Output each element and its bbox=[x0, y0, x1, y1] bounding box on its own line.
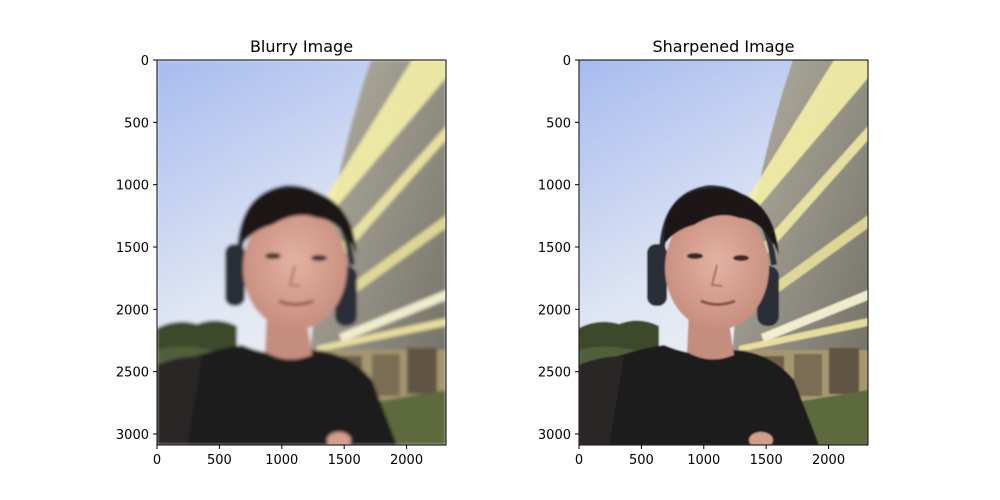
photo-image bbox=[579, 60, 868, 448]
y-tick-label: 3000 bbox=[116, 428, 149, 443]
x-tick-label: 1500 bbox=[750, 453, 783, 468]
plot-frame bbox=[156, 59, 447, 446]
photo-image bbox=[157, 60, 446, 448]
y-tick-label: 2000 bbox=[116, 303, 149, 318]
y-tick-label: 3000 bbox=[538, 428, 571, 443]
x-tick-label: 1000 bbox=[687, 453, 720, 468]
y-tick-label: 500 bbox=[546, 116, 571, 131]
axes: 0 500 1000 1500 2000 0 500 1000 1500 2000 2500 3000 bbox=[538, 54, 845, 468]
x-tick-label: 500 bbox=[629, 453, 654, 468]
panel-sharpened: Sharpened Image 0 500 1000 1500 2000 0 500 1000… bbox=[538, 37, 869, 468]
panel-blurry: Blurry Image 0 500 1000 1500 2000 0 500 1000 150… bbox=[116, 37, 447, 468]
x-tick-label: 0 bbox=[153, 453, 161, 468]
plot-frame bbox=[578, 59, 869, 446]
x-tick-label: 2000 bbox=[812, 453, 845, 468]
y-tick-label: 1000 bbox=[116, 179, 149, 194]
y-tick-label: 0 bbox=[563, 54, 571, 69]
panel-title: Blurry Image bbox=[250, 37, 353, 56]
y-tick-label: 2000 bbox=[538, 303, 571, 318]
y-tick-label: 500 bbox=[124, 116, 149, 131]
axes: 0 500 1000 1500 2000 0 500 1000 1500 2000 2500 3000 bbox=[116, 54, 423, 468]
x-tick-label: 2000 bbox=[390, 453, 423, 468]
x-tick-label: 1500 bbox=[328, 453, 361, 468]
y-tick-label: 1500 bbox=[116, 241, 149, 256]
x-tick-label: 1000 bbox=[265, 453, 298, 468]
y-tick-label: 0 bbox=[141, 54, 149, 69]
x-tick-label: 500 bbox=[207, 453, 232, 468]
y-tick-label: 2500 bbox=[538, 366, 571, 381]
y-tick-label: 1500 bbox=[538, 241, 571, 256]
x-tick-label: 0 bbox=[575, 453, 583, 468]
panel-title: Sharpened Image bbox=[652, 37, 794, 56]
y-tick-label: 2500 bbox=[116, 366, 149, 381]
y-tick-label: 1000 bbox=[538, 179, 571, 194]
